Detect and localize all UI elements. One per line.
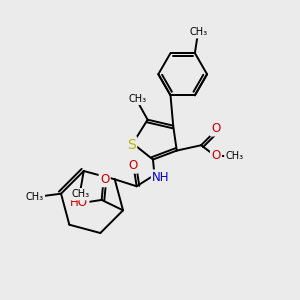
Text: S: S [127, 138, 136, 152]
Text: O: O [212, 149, 220, 162]
Text: NH: NH [152, 171, 170, 184]
Text: CH₃: CH₃ [71, 189, 89, 199]
Text: CH₃: CH₃ [189, 27, 207, 37]
Text: CH₃: CH₃ [225, 151, 244, 161]
Text: O: O [211, 122, 220, 135]
Text: O: O [100, 173, 109, 186]
Text: O: O [128, 159, 137, 172]
Text: HO: HO [70, 196, 88, 209]
Text: CH₃: CH₃ [129, 94, 147, 104]
Text: CH₃: CH₃ [26, 192, 44, 202]
